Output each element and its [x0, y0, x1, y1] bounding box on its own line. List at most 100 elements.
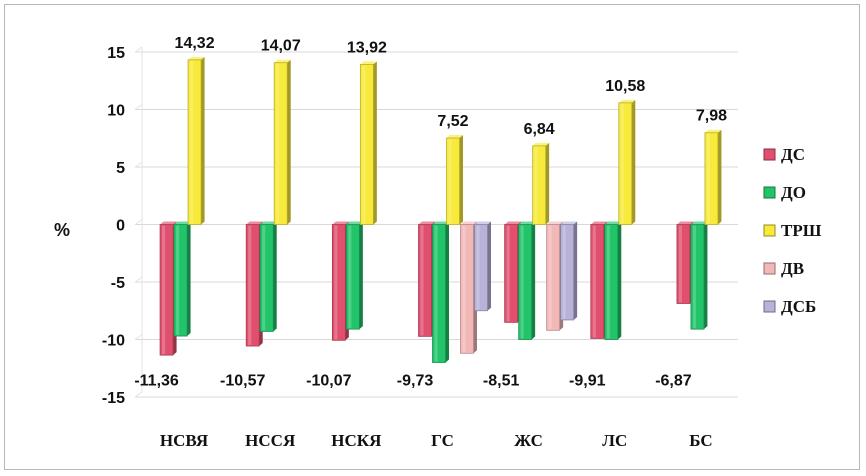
gridline-depth	[134, 104, 143, 110]
bar-front	[618, 102, 633, 225]
bar-ДО-ЛС	[604, 221, 622, 340]
legend-item-ТРШ: ТРШ	[763, 221, 822, 240]
bar-top	[618, 99, 636, 103]
bar-top	[560, 221, 578, 225]
y-tick-label: -10	[102, 333, 125, 350]
bar-front	[446, 137, 460, 225]
bar-front	[504, 224, 519, 323]
bar-front	[546, 224, 561, 331]
bar-side	[445, 221, 449, 363]
legend-label: ДСБ	[781, 297, 816, 316]
legend-swatch	[763, 148, 776, 161]
bar-front	[173, 224, 188, 337]
bar-top	[690, 221, 708, 225]
legend-label: ТРШ	[781, 221, 822, 240]
bar-top	[604, 221, 622, 225]
bars	[159, 56, 722, 363]
bar-top	[360, 61, 377, 65]
y-tick-label: 5	[116, 160, 125, 177]
bar-side	[617, 221, 622, 340]
bar-highlight	[692, 225, 696, 329]
bar-front	[345, 224, 360, 330]
bar-ТРШ-НСВЯ	[187, 56, 205, 225]
bar-side	[273, 221, 277, 332]
legend-label: ДО	[781, 183, 806, 202]
bar-highlight	[176, 225, 180, 336]
bar-top	[418, 221, 435, 225]
bar-highlight	[462, 225, 466, 353]
bar-top	[188, 56, 205, 60]
data-label: 10,58	[605, 78, 645, 95]
y-tick-label: -15	[102, 390, 125, 407]
data-label: -8,51	[483, 373, 520, 390]
bar-side	[717, 129, 722, 225]
bar-ДО-ГС	[432, 221, 449, 363]
bar-highlight	[506, 225, 510, 322]
bar-ТРШ-ГС	[446, 135, 463, 225]
bar-front	[259, 224, 274, 332]
x-category-label: НССЯ	[245, 431, 295, 450]
bar-front	[604, 224, 619, 340]
bar-highlight	[476, 225, 480, 310]
gridline-depth	[134, 46, 143, 53]
data-label: 14,32	[175, 35, 215, 52]
bar-top	[474, 221, 491, 225]
bar-top	[532, 142, 550, 146]
y-tick-label: 10	[107, 103, 125, 120]
bar-highlight	[334, 225, 338, 340]
legend-swatch	[763, 224, 776, 237]
legend-label: ДВ	[781, 259, 804, 278]
bar-highlight	[248, 225, 252, 346]
bar-front	[432, 224, 446, 363]
data-label: -11,36	[134, 373, 179, 390]
bar-front	[474, 224, 488, 312]
bar-highlight	[276, 63, 280, 224]
bar-front	[690, 224, 705, 330]
bar-top	[518, 221, 536, 225]
gridline-depth	[134, 219, 143, 225]
bar-top	[160, 221, 177, 225]
bar-ДО-ЖС	[518, 221, 536, 340]
bar-highlight	[348, 225, 352, 329]
legend-swatch	[763, 186, 776, 199]
data-label: 13,92	[347, 39, 387, 56]
bar-highlight	[562, 225, 566, 319]
bar-front	[460, 224, 474, 354]
bar-front	[245, 224, 260, 347]
bar-top	[704, 129, 722, 133]
bar-side	[573, 221, 578, 320]
bar-front	[187, 59, 202, 225]
bar-front	[704, 132, 719, 225]
bar-side	[703, 221, 708, 330]
y-axis-ticks: 15 10 5 0 -5 -10 -15	[102, 45, 125, 407]
bar-highlight	[420, 225, 424, 336]
bar-ДО-НСКЯ	[345, 221, 363, 330]
bar-top	[274, 59, 291, 63]
bar-highlight	[592, 225, 596, 338]
bar-ТРШ-БС	[704, 129, 722, 225]
data-labels: -11,36 -10,57 -10,07 -9,73 -8,51 -9,91 -6,87 14…	[134, 35, 727, 390]
bar-highlight	[534, 146, 538, 224]
y-tick-label: 0	[116, 218, 125, 235]
bar-side	[359, 221, 363, 330]
data-label: 7,52	[437, 113, 468, 130]
bar-ДО-БС	[690, 221, 708, 330]
data-label: -10,57	[220, 373, 265, 390]
bar-front	[590, 224, 605, 339]
bar-highlight	[706, 133, 710, 224]
bar-side	[459, 135, 463, 225]
bar-side	[201, 56, 205, 225]
bar-ДО-НССЯ	[259, 221, 277, 332]
bar-side	[373, 61, 377, 225]
bar-front	[273, 62, 288, 225]
bar-highlight	[520, 225, 524, 339]
bar-top	[260, 221, 277, 225]
y-tick-label: -5	[111, 275, 125, 292]
bar-top	[446, 135, 463, 139]
bar-top	[676, 221, 694, 225]
bar-highlight	[448, 139, 452, 224]
bar-highlight	[620, 103, 624, 224]
data-label: -9,91	[569, 373, 606, 390]
bar-front	[532, 145, 547, 225]
legend-label: ДС	[781, 145, 805, 164]
